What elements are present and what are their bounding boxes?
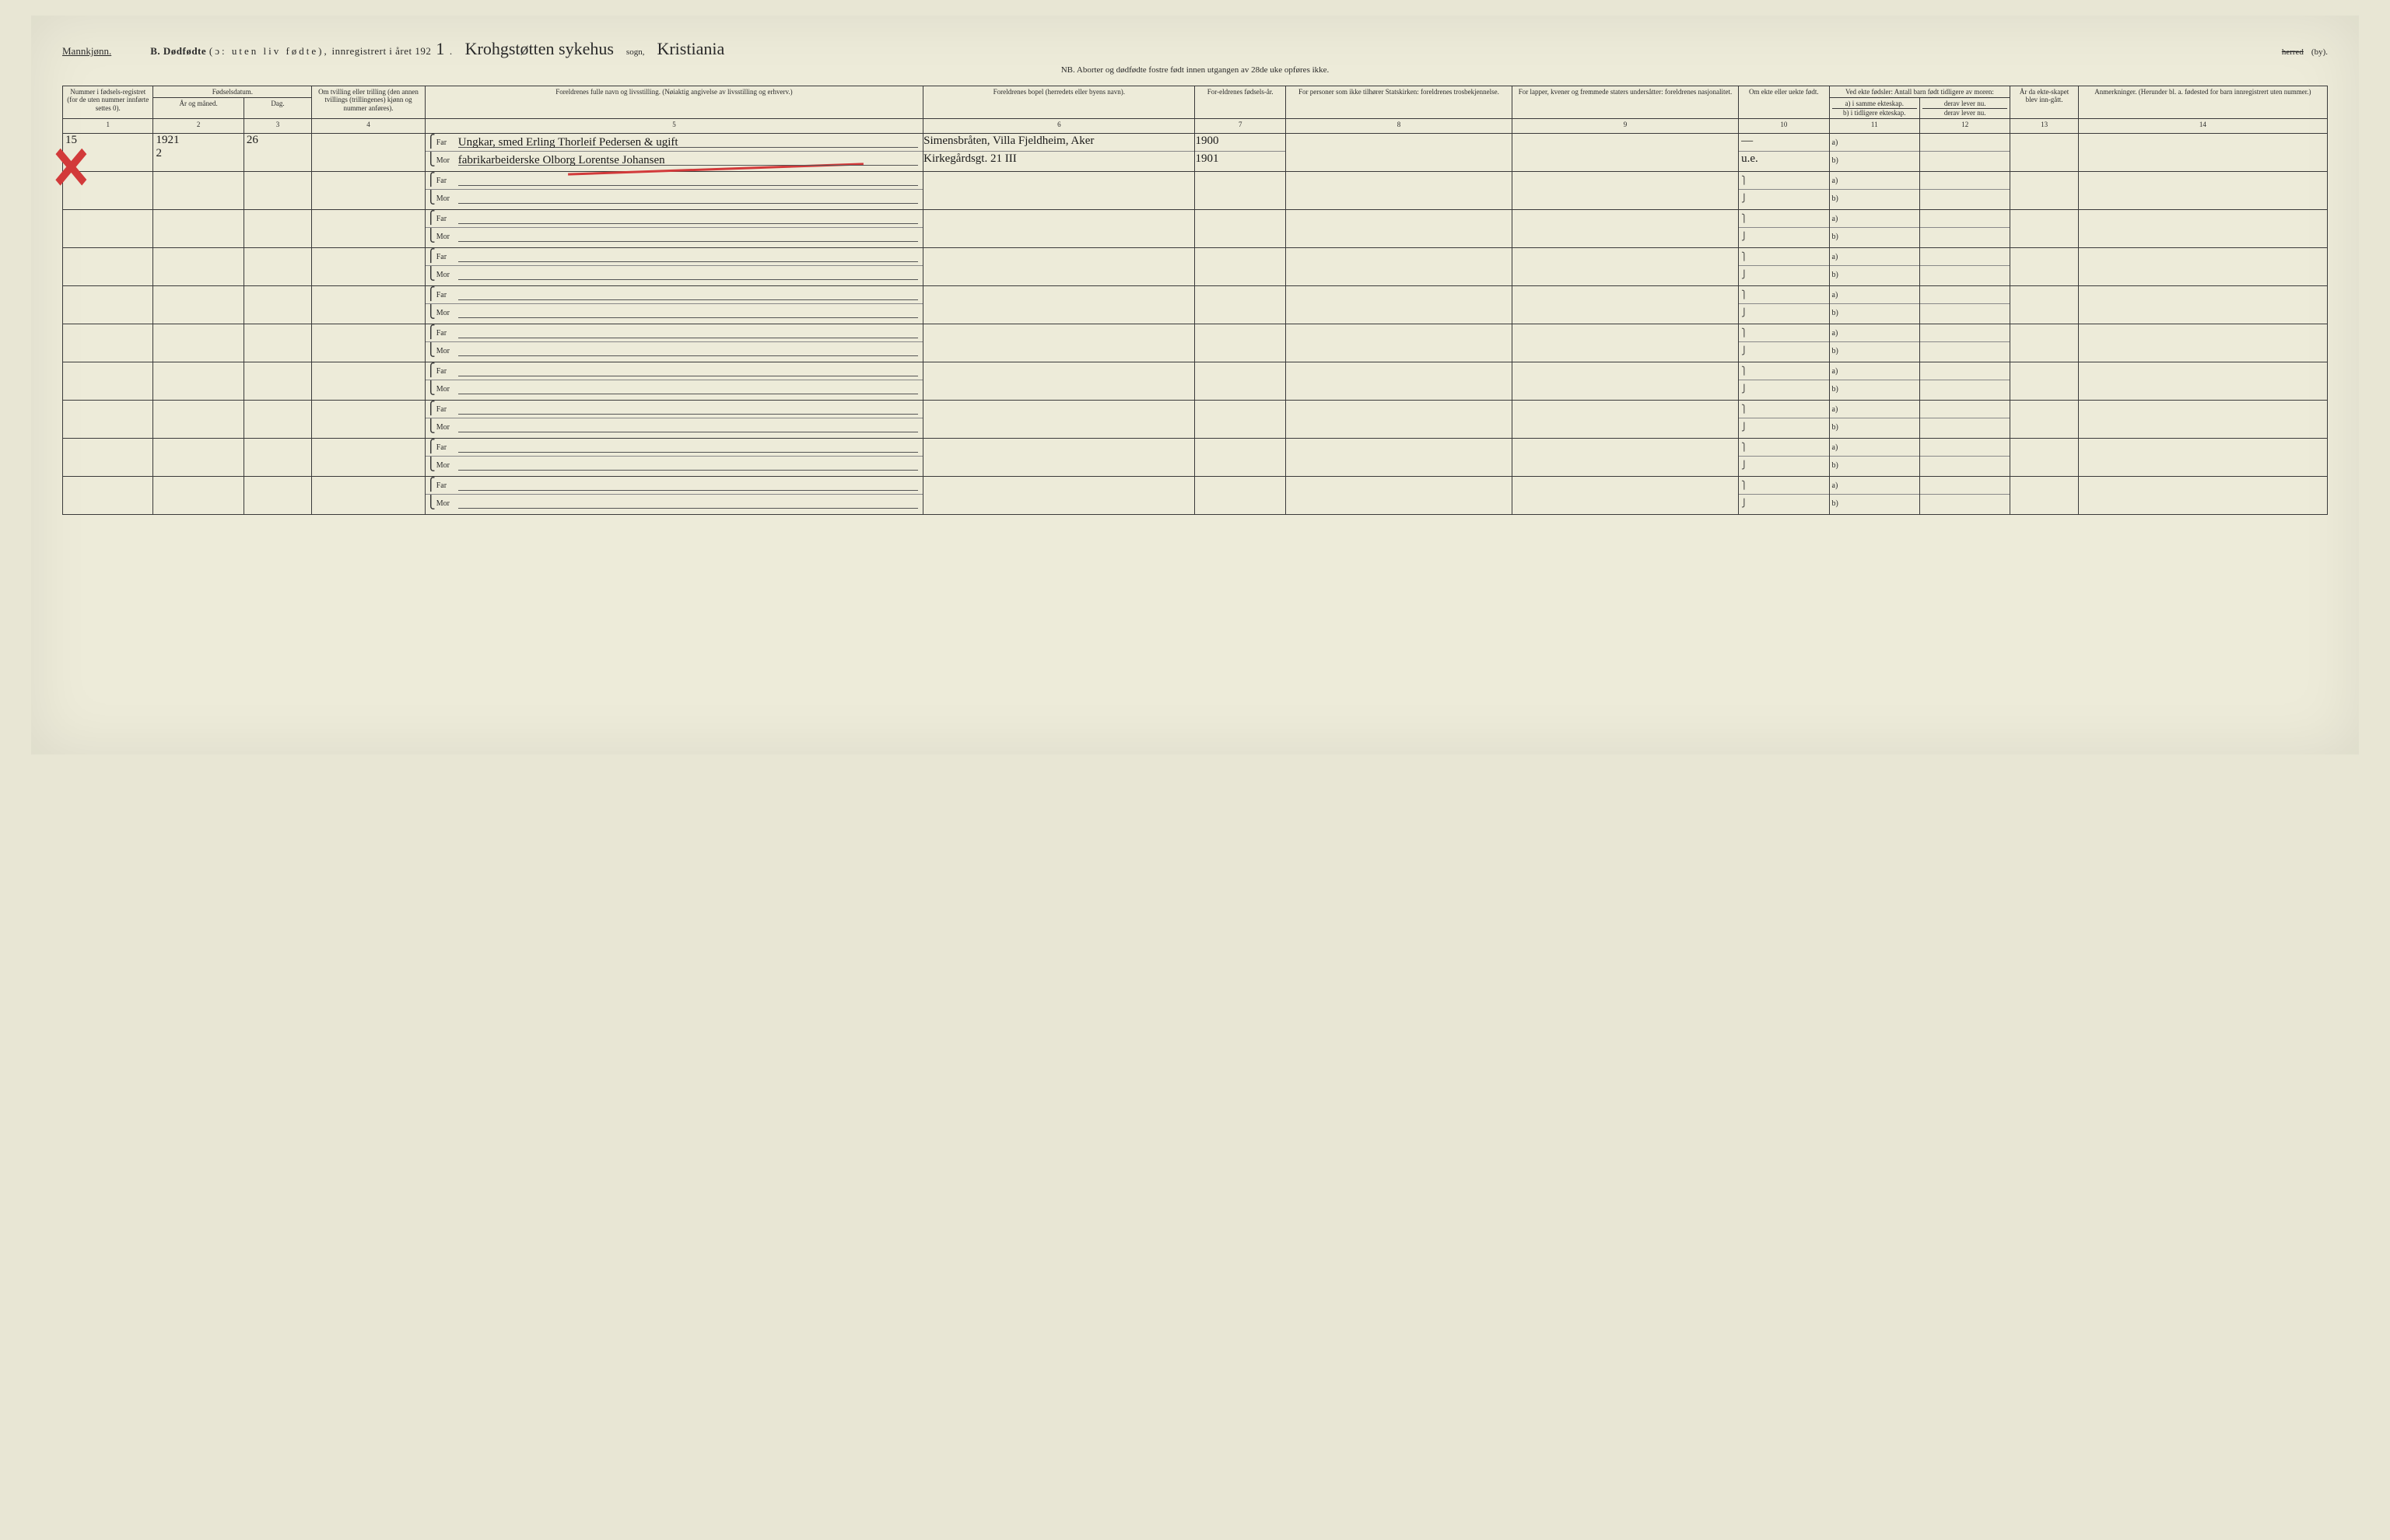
header-line: Mannkjønn. B. Dødfødte (ɔ: uten liv født… <box>62 39 2328 59</box>
cell-twin <box>312 134 426 172</box>
cell-parents-name: ⎧FarUngkar, smed Erling Thorleif Pederse… <box>425 134 923 172</box>
colnum-7: 7 <box>1195 119 1285 134</box>
col-14-header: Anmerkninger. (Herunder bl. a. fødested … <box>2078 86 2327 119</box>
col-2b-header: Dag. <box>244 98 311 119</box>
cell-nationality <box>1512 134 1739 172</box>
cell-num: 15 <box>63 134 153 172</box>
col-4-header: Om tvilling eller trilling (den annen tv… <box>312 86 426 119</box>
col-10-header: Om ekte eller uekte født. <box>1739 86 1829 119</box>
sogn-label: sogn, <box>626 47 645 57</box>
cell-day: 26 <box>244 134 311 172</box>
district-handwritten: Kristiania <box>652 39 729 59</box>
table-row: ⎧Far⎩Mor ⎫⎭ a)b) <box>63 286 2328 324</box>
col-11-group: Ved ekte fødsler: Antall barn født tidli… <box>1829 86 2010 98</box>
by-label: (by). <box>2311 47 2328 57</box>
colnum-6: 6 <box>923 119 1195 134</box>
table-row: ⎧Far⎩Mor ⎫⎭ a)b) <box>63 477 2328 515</box>
cell-birthyear: 1900 1901 <box>1195 134 1285 172</box>
table-row: ⎧Far⎩Mor ⎫⎭ a)b) <box>63 172 2328 210</box>
colnum-1: 1 <box>63 119 153 134</box>
col-7-header: For-eldrenes fødsels-år. <box>1195 86 1285 119</box>
col-9-header: For lapper, kvener og fremmede staters u… <box>1512 86 1739 119</box>
table-row: ⎧Far⎩Mor ⎫⎭ a)b) <box>63 401 2328 439</box>
register-page: × Mannkjønn. B. Dødfødte (ɔ: uten liv fø… <box>31 16 2359 754</box>
cell-ab: a) b) <box>1829 134 1919 172</box>
table-row: ⎧Far⎩Mor ⎫⎭ a)b) <box>63 248 2328 286</box>
col-6-header: Foreldrenes bopel (herredets eller byens… <box>923 86 1195 119</box>
cell-bopel: Simensbråten, Villa Fjeldheim, Aker Kirk… <box>923 134 1195 172</box>
herred-struck: herred <box>2282 47 2304 57</box>
col-5-header: Foreldrenes fulle navn og livsstilling. … <box>425 86 923 119</box>
table-row: ⎧Far⎩Mor ⎫⎭ a)b) <box>63 324 2328 362</box>
cell-ekte: — u.e. <box>1739 134 1829 172</box>
cell-year-month: 1921 2 <box>153 134 244 172</box>
parish-handwritten: Krohgstøtten sykehus <box>461 39 619 59</box>
title-paren: (ɔ: uten liv fødte), <box>209 45 329 57</box>
colnum-10: 10 <box>1739 119 1829 134</box>
column-number-row: 1 2 3 4 5 6 7 8 9 10 11 12 13 14 <box>63 119 2328 134</box>
nb-note: NB. Aborter og dødfødte fostre født inne… <box>62 65 2328 75</box>
colnum-5: 5 <box>425 119 923 134</box>
table-row: ⎧Far⎩Mor ⎫⎭ a)b) <box>63 210 2328 248</box>
col-2-group: Fødselsdatum. <box>153 86 312 98</box>
table-row: ⎧Far⎩Mor ⎫⎭ a)b) <box>63 439 2328 477</box>
year-suffix: 1 <box>431 39 450 58</box>
table-row: ⎧Far⎩Mor ⎫⎭ a)b) <box>63 362 2328 401</box>
colnum-14: 14 <box>2078 119 2327 134</box>
section-letter: B. <box>150 45 160 57</box>
table-row: 15 1921 2 26 ⎧FarUngkar, smed Erling Tho… <box>63 134 2328 172</box>
col-8-header: For personer som ikke tilhører Statskirk… <box>1285 86 1512 119</box>
title-strong: Dødfødte <box>163 45 206 57</box>
colnum-2: 2 <box>153 119 244 134</box>
colnum-3: 3 <box>244 119 311 134</box>
register-table: Nummer i fødsels-registret (for de uten … <box>62 86 2328 515</box>
title: B. Dødfødte (ɔ: uten liv fødte), innregi… <box>150 39 452 59</box>
colnum-4: 4 <box>312 119 426 134</box>
title-rest: innregistrert i året 192 <box>332 45 432 57</box>
colnum-11: 11 <box>1829 119 1919 134</box>
colnum-9: 9 <box>1512 119 1739 134</box>
col-12-header: derav lever nu. derav lever nu. <box>1919 98 2010 119</box>
colnum-8: 8 <box>1285 119 1512 134</box>
cell-lever <box>1919 134 2010 172</box>
colnum-12: 12 <box>1919 119 2010 134</box>
gender-label: Mannkjønn. <box>62 45 111 58</box>
col-13-header: År da ekte-skapet blev inn-gått. <box>2010 86 2078 119</box>
colnum-13: 13 <box>2010 119 2078 134</box>
header-row-1: Nummer i fødsels-registret (for de uten … <box>63 86 2328 98</box>
col-11a-header: a) i samme ekteskap. b) i tidligere ekte… <box>1829 98 1919 119</box>
cell-remarks <box>2078 134 2327 172</box>
cell-marriage-year <box>2010 134 2078 172</box>
col-1-header: Nummer i fødsels-registret (for de uten … <box>63 86 153 119</box>
col-2a-header: År og måned. <box>153 98 244 119</box>
cell-faith <box>1285 134 1512 172</box>
